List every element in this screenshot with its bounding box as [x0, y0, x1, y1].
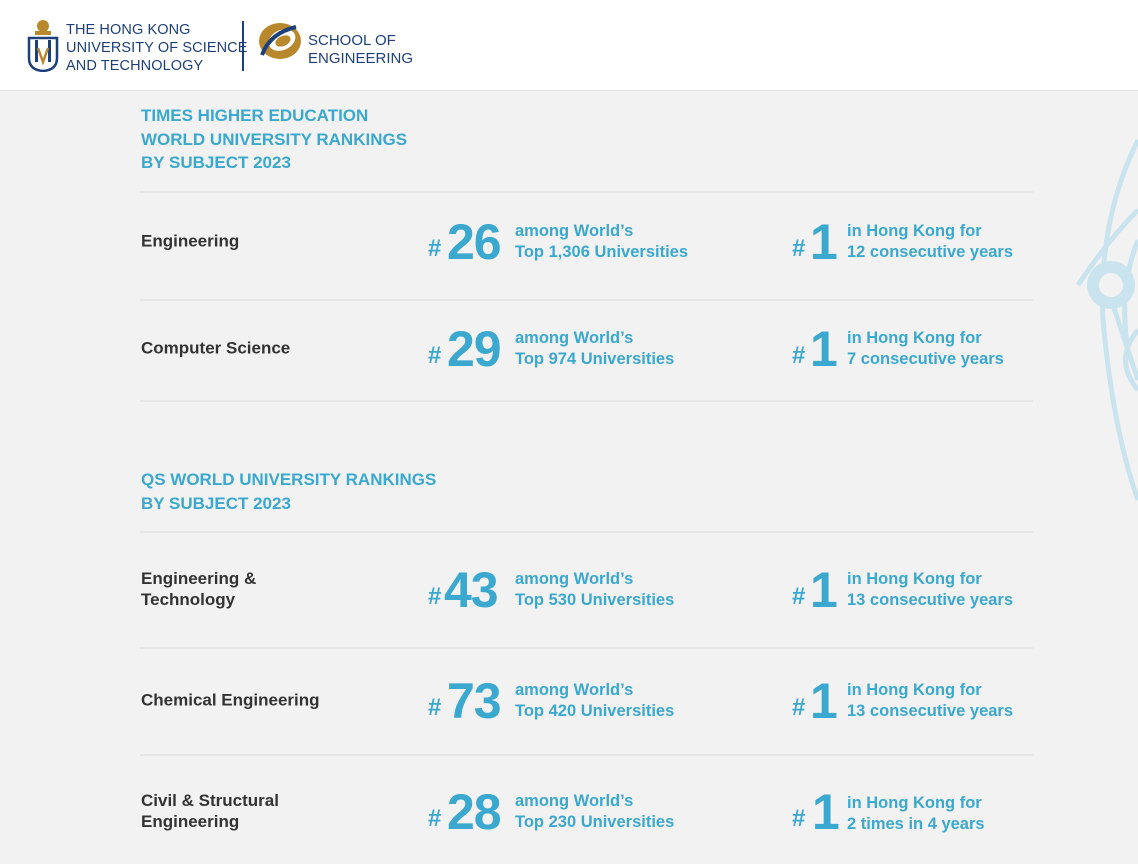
section-title-line: BY SUBJECT 2023	[141, 153, 291, 172]
divider	[140, 299, 1033, 301]
hk-rank-note: in Hong Kong for 13 consecutive years	[847, 569, 1013, 611]
note-line: among World’s	[515, 329, 634, 347]
university-name[interactable]: THE HONG KONG UNIVERSITY OF SCIENCE AND …	[66, 21, 248, 75]
section-title-line: WORLD UNIVERSITY RANKINGS	[141, 129, 408, 149]
school-name-line: ENGINEERING	[308, 50, 414, 67]
subject-name: Chemical Engineering	[141, 690, 391, 711]
ranking-row: Computer Science # 29 among World’s Top …	[0, 308, 1138, 388]
decorative-network-graphic	[1075, 138, 1138, 501]
rank-hash: #	[792, 342, 806, 369]
world-rank-number: 26	[447, 214, 502, 270]
subject-line: Technology	[141, 590, 236, 609]
subject-line: Engineering	[141, 231, 240, 251]
hk-rank-number: 1	[812, 784, 840, 840]
note-line: Top 1,306 Universities	[515, 243, 689, 261]
ranking-row: Engineering & Technology # 43 among Worl…	[0, 549, 1138, 629]
university-name-line: THE HONG KONG	[66, 22, 191, 38]
subject-line: Computer Science	[141, 338, 291, 358]
note-line: Top 230 Universities	[515, 813, 675, 831]
note-line: in Hong Kong for	[847, 570, 982, 588]
section-title-line: BY SUBJECT 2023	[141, 493, 291, 513]
ranking-row: Civil & Structural Engineering # 28 amon…	[0, 771, 1138, 851]
divider	[140, 400, 1033, 402]
university-name-line: AND TECHNOLOGY	[66, 58, 204, 74]
subject-line: Chemical Engineering	[141, 690, 320, 710]
world-rank-number: 29	[447, 321, 502, 377]
rank-hash: #	[792, 694, 806, 721]
university-name-line: UNIVERSITY OF SCIENCE	[66, 40, 248, 56]
note-line: among World’s	[515, 792, 634, 810]
world-rank-number: 28	[447, 784, 502, 840]
world-rank-note: among World’s Top 230 Universities	[515, 791, 674, 833]
divider	[140, 531, 1033, 533]
section-title-qs: QS WORLD UNIVERSITY RANKINGS BY SUBJECT …	[141, 468, 436, 515]
note-line: in Hong Kong for	[847, 794, 982, 812]
rank-hash: #	[792, 235, 806, 262]
hk-rank-number: 1	[810, 214, 838, 270]
hk-rank-number: 1	[810, 673, 838, 729]
note-line: 13 consecutive years	[847, 591, 1014, 609]
note-line: in Hong Kong for	[847, 222, 982, 240]
divider	[140, 191, 1033, 193]
rank-hash: #	[428, 342, 442, 369]
note-line: among World’s	[515, 681, 634, 699]
site-header: THE HONG KONG UNIVERSITY OF SCIENCE AND …	[0, 0, 1138, 91]
world-rank-note: among World’s Top 974 Universities	[515, 328, 674, 370]
hk-rank-number: 1	[810, 321, 838, 377]
rank-hash: #	[428, 805, 442, 832]
logo-divider	[242, 21, 244, 71]
note-line: Top 974 Universities	[515, 350, 675, 368]
ranking-row: Chemical Engineering # 73 among World’s …	[0, 660, 1138, 740]
note-line: among World’s	[515, 570, 634, 588]
note-line: Top 530 Universities	[515, 591, 675, 609]
subject-line: Engineering &	[141, 569, 257, 588]
world-rank-number: 73	[447, 673, 502, 729]
world-rank-number: 43	[444, 562, 499, 618]
note-line: 12 consecutive years	[847, 243, 1014, 261]
hk-rank-note: in Hong Kong for 13 consecutive years	[847, 680, 1013, 722]
rank-hash: #	[792, 583, 806, 610]
hk-rank-number: 1	[810, 562, 838, 618]
rank-hash: #	[428, 694, 442, 721]
rank-hash: #	[792, 805, 806, 832]
section-title-line: TIMES HIGHER EDUCATION	[141, 106, 369, 125]
subject-name: Engineering	[141, 231, 391, 252]
note-line: among World’s	[515, 222, 634, 240]
divider	[140, 647, 1033, 649]
hk-rank-note: in Hong Kong for 12 consecutive years	[847, 221, 1013, 263]
subject-line: Civil & Structural	[141, 791, 279, 810]
rank-hash: #	[428, 235, 442, 262]
note-line: 2 times in 4 years	[847, 815, 985, 833]
school-of-engineering-logo-icon[interactable]	[256, 19, 304, 63]
section-title-the: TIMES HIGHER EDUCATION WORLD UNIVERSITY …	[141, 104, 407, 175]
school-name[interactable]: SCHOOL OF ENGINEERING	[308, 32, 413, 68]
world-rank-note: among World’s Top 420 Universities	[515, 680, 674, 722]
hkust-crest-icon[interactable]	[26, 18, 60, 72]
subject-name: Civil & Structural Engineering	[141, 790, 391, 832]
school-name-line: SCHOOL OF	[308, 32, 396, 49]
subject-name: Engineering & Technology	[141, 568, 391, 610]
section-title-line: QS WORLD UNIVERSITY RANKINGS	[141, 470, 437, 489]
divider	[140, 754, 1033, 756]
world-rank-note: among World’s Top 530 Universities	[515, 569, 674, 611]
note-line: in Hong Kong for	[847, 681, 982, 699]
rank-hash: #	[428, 583, 442, 610]
note-line: 13 consecutive years	[847, 702, 1014, 720]
ranking-row: Engineering # 26 among World’s Top 1,306…	[0, 201, 1138, 281]
subject-line: Engineering	[141, 812, 240, 831]
world-rank-note: among World’s Top 1,306 Universities	[515, 221, 688, 263]
hk-rank-note: in Hong Kong for 7 consecutive years	[847, 328, 1004, 370]
note-line: Top 420 Universities	[515, 702, 675, 720]
note-line: 7 consecutive years	[847, 350, 1004, 368]
subject-name: Computer Science	[141, 338, 391, 359]
hk-rank-note: in Hong Kong for 2 times in 4 years	[847, 793, 985, 835]
note-line: in Hong Kong for	[847, 329, 982, 347]
